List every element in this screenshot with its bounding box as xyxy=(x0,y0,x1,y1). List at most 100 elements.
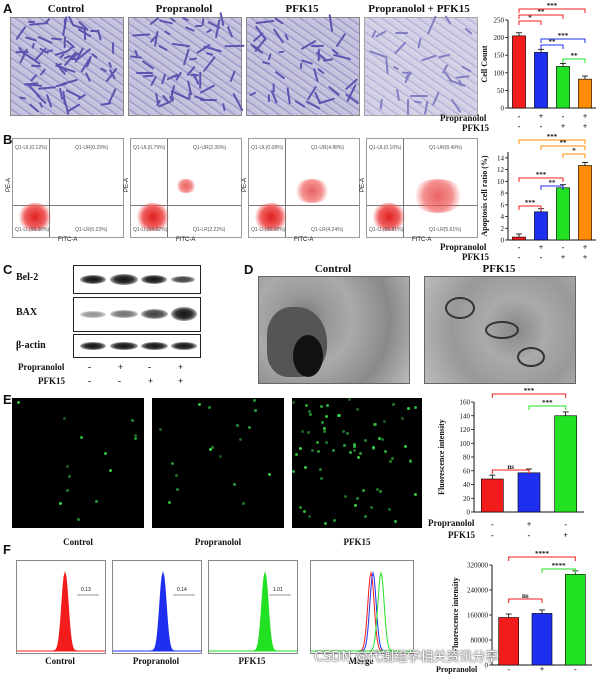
fluor-dot xyxy=(319,476,323,480)
band xyxy=(141,309,168,319)
fluor-label-pfk15: PFK15 xyxy=(343,537,371,547)
cell-fiber xyxy=(268,94,271,103)
sign-pfk15: - xyxy=(491,531,494,540)
y-tick-label: 4 xyxy=(501,213,505,221)
sig-label: **** xyxy=(552,562,567,570)
band xyxy=(110,342,138,350)
cell-fiber xyxy=(62,96,70,116)
sign-pfk15: - xyxy=(540,122,543,131)
cell-fiber xyxy=(300,58,313,65)
cell-fiber xyxy=(277,50,285,54)
y-tick-label: 40 xyxy=(463,481,471,489)
micro-title-propranolol: Propranolol xyxy=(155,3,213,15)
y-tick-label: 2 xyxy=(501,225,505,233)
band xyxy=(80,311,106,318)
f-prop-label: Propranolol xyxy=(436,665,478,674)
cell-fiber xyxy=(205,28,212,34)
sig-label: ns xyxy=(522,592,529,600)
cell-fiber xyxy=(314,91,322,105)
cell-fiber xyxy=(172,43,190,48)
cell-fiber xyxy=(200,98,218,102)
a-pfk-label: PFK15 xyxy=(462,123,489,133)
cell-fiber xyxy=(248,91,257,97)
fluor-dot xyxy=(248,426,252,430)
fluor-dot xyxy=(66,464,70,468)
cell-fiber xyxy=(65,88,83,99)
fluor-dot xyxy=(392,403,396,407)
cell-fiber xyxy=(141,60,155,71)
cell-fiber xyxy=(51,37,64,41)
sig-bracket xyxy=(562,153,586,158)
cell-fiber xyxy=(108,61,113,69)
band xyxy=(80,342,106,350)
fluor-label-control: Control xyxy=(63,537,93,547)
sig-label: *** xyxy=(536,171,547,179)
flow-plot: Q1-UL(0.79%) Q1-UR(2.39%) Q1-LL(94.62%) Q1-… xyxy=(130,138,242,238)
y-axis-label: Fluorescence intensity xyxy=(437,419,446,495)
fluor-dot xyxy=(389,460,393,464)
sign-pfk15: + xyxy=(583,253,588,262)
cell-fiber xyxy=(99,102,112,107)
cell-fiber xyxy=(333,54,351,61)
quadrant-ll: Q1-LL(94.62%) xyxy=(133,227,168,233)
sig-bracket xyxy=(540,44,564,49)
sig-bracket xyxy=(518,205,542,210)
merge-curve-green xyxy=(311,571,413,652)
fluor-dot xyxy=(408,459,412,463)
cell-fiber xyxy=(317,67,325,74)
cell-fiber xyxy=(375,30,387,39)
sig-label: *** xyxy=(524,387,535,395)
fluor-dot xyxy=(352,444,356,448)
cell-fiber xyxy=(464,27,473,35)
fluor-dot xyxy=(316,449,320,453)
y-tick-label: 20 xyxy=(463,495,471,503)
sig-label: ** xyxy=(560,139,568,147)
bar xyxy=(498,617,519,666)
cell-fiber xyxy=(28,102,40,113)
histogram-label: Propranolol xyxy=(132,656,180,666)
fluor-dot xyxy=(76,518,80,522)
sig-label: *** xyxy=(547,2,558,10)
fluor-dot xyxy=(303,466,307,470)
cell-fiber xyxy=(226,25,234,38)
quadrant-ul: Q1-UL(0.08%) xyxy=(251,145,284,151)
cell-fiber xyxy=(455,75,470,80)
fluor-dot xyxy=(378,489,382,493)
fluor-dot xyxy=(361,488,365,492)
cell-fiber xyxy=(182,48,190,66)
y-axis-label: Apoptosis cell ratio (%) xyxy=(480,155,489,236)
fluor-dot xyxy=(376,488,380,492)
fluor-dot xyxy=(134,434,138,438)
fluor-dot xyxy=(109,468,113,472)
cell-fiber xyxy=(181,16,189,22)
y-tick-label: 14 xyxy=(497,154,505,162)
fluor-dot xyxy=(393,519,397,523)
bar xyxy=(554,415,577,513)
quadrant-lr: Q1-LR(5.61%) xyxy=(429,227,462,233)
cell-population xyxy=(135,203,171,231)
sign-pfk15: + xyxy=(583,122,588,131)
bar xyxy=(578,78,592,109)
fluor-dot xyxy=(323,427,327,431)
quadrant-ur: Q1-UR(2.39%) xyxy=(193,145,227,151)
fluor-dot xyxy=(304,403,308,407)
wb-prop-label: Propranolol xyxy=(18,362,65,372)
sig-label: *** xyxy=(558,32,569,40)
cell-fiber xyxy=(215,19,221,39)
sig-bracket xyxy=(541,568,576,573)
flow-plot: Q1-UL(0.10%) Q1-UR(8.49%) Q1-LL(85.81%) Q1-… xyxy=(366,138,478,238)
bar xyxy=(534,52,548,109)
fluor-dot xyxy=(374,422,378,426)
merge-curve-blue xyxy=(311,571,413,652)
flow-y-axis-label: PE-A xyxy=(242,177,249,193)
gate-line-v xyxy=(403,139,404,237)
fluor-dot xyxy=(95,500,99,504)
wb-blot-bax xyxy=(73,297,201,332)
cell-fiber xyxy=(406,98,409,115)
cell-fiber xyxy=(318,97,336,105)
fluor-dot xyxy=(404,444,408,448)
flow-x-axis-label: FITC-A xyxy=(58,237,78,243)
sign-pfk15: + xyxy=(561,122,566,131)
fluor-dot xyxy=(381,438,385,442)
